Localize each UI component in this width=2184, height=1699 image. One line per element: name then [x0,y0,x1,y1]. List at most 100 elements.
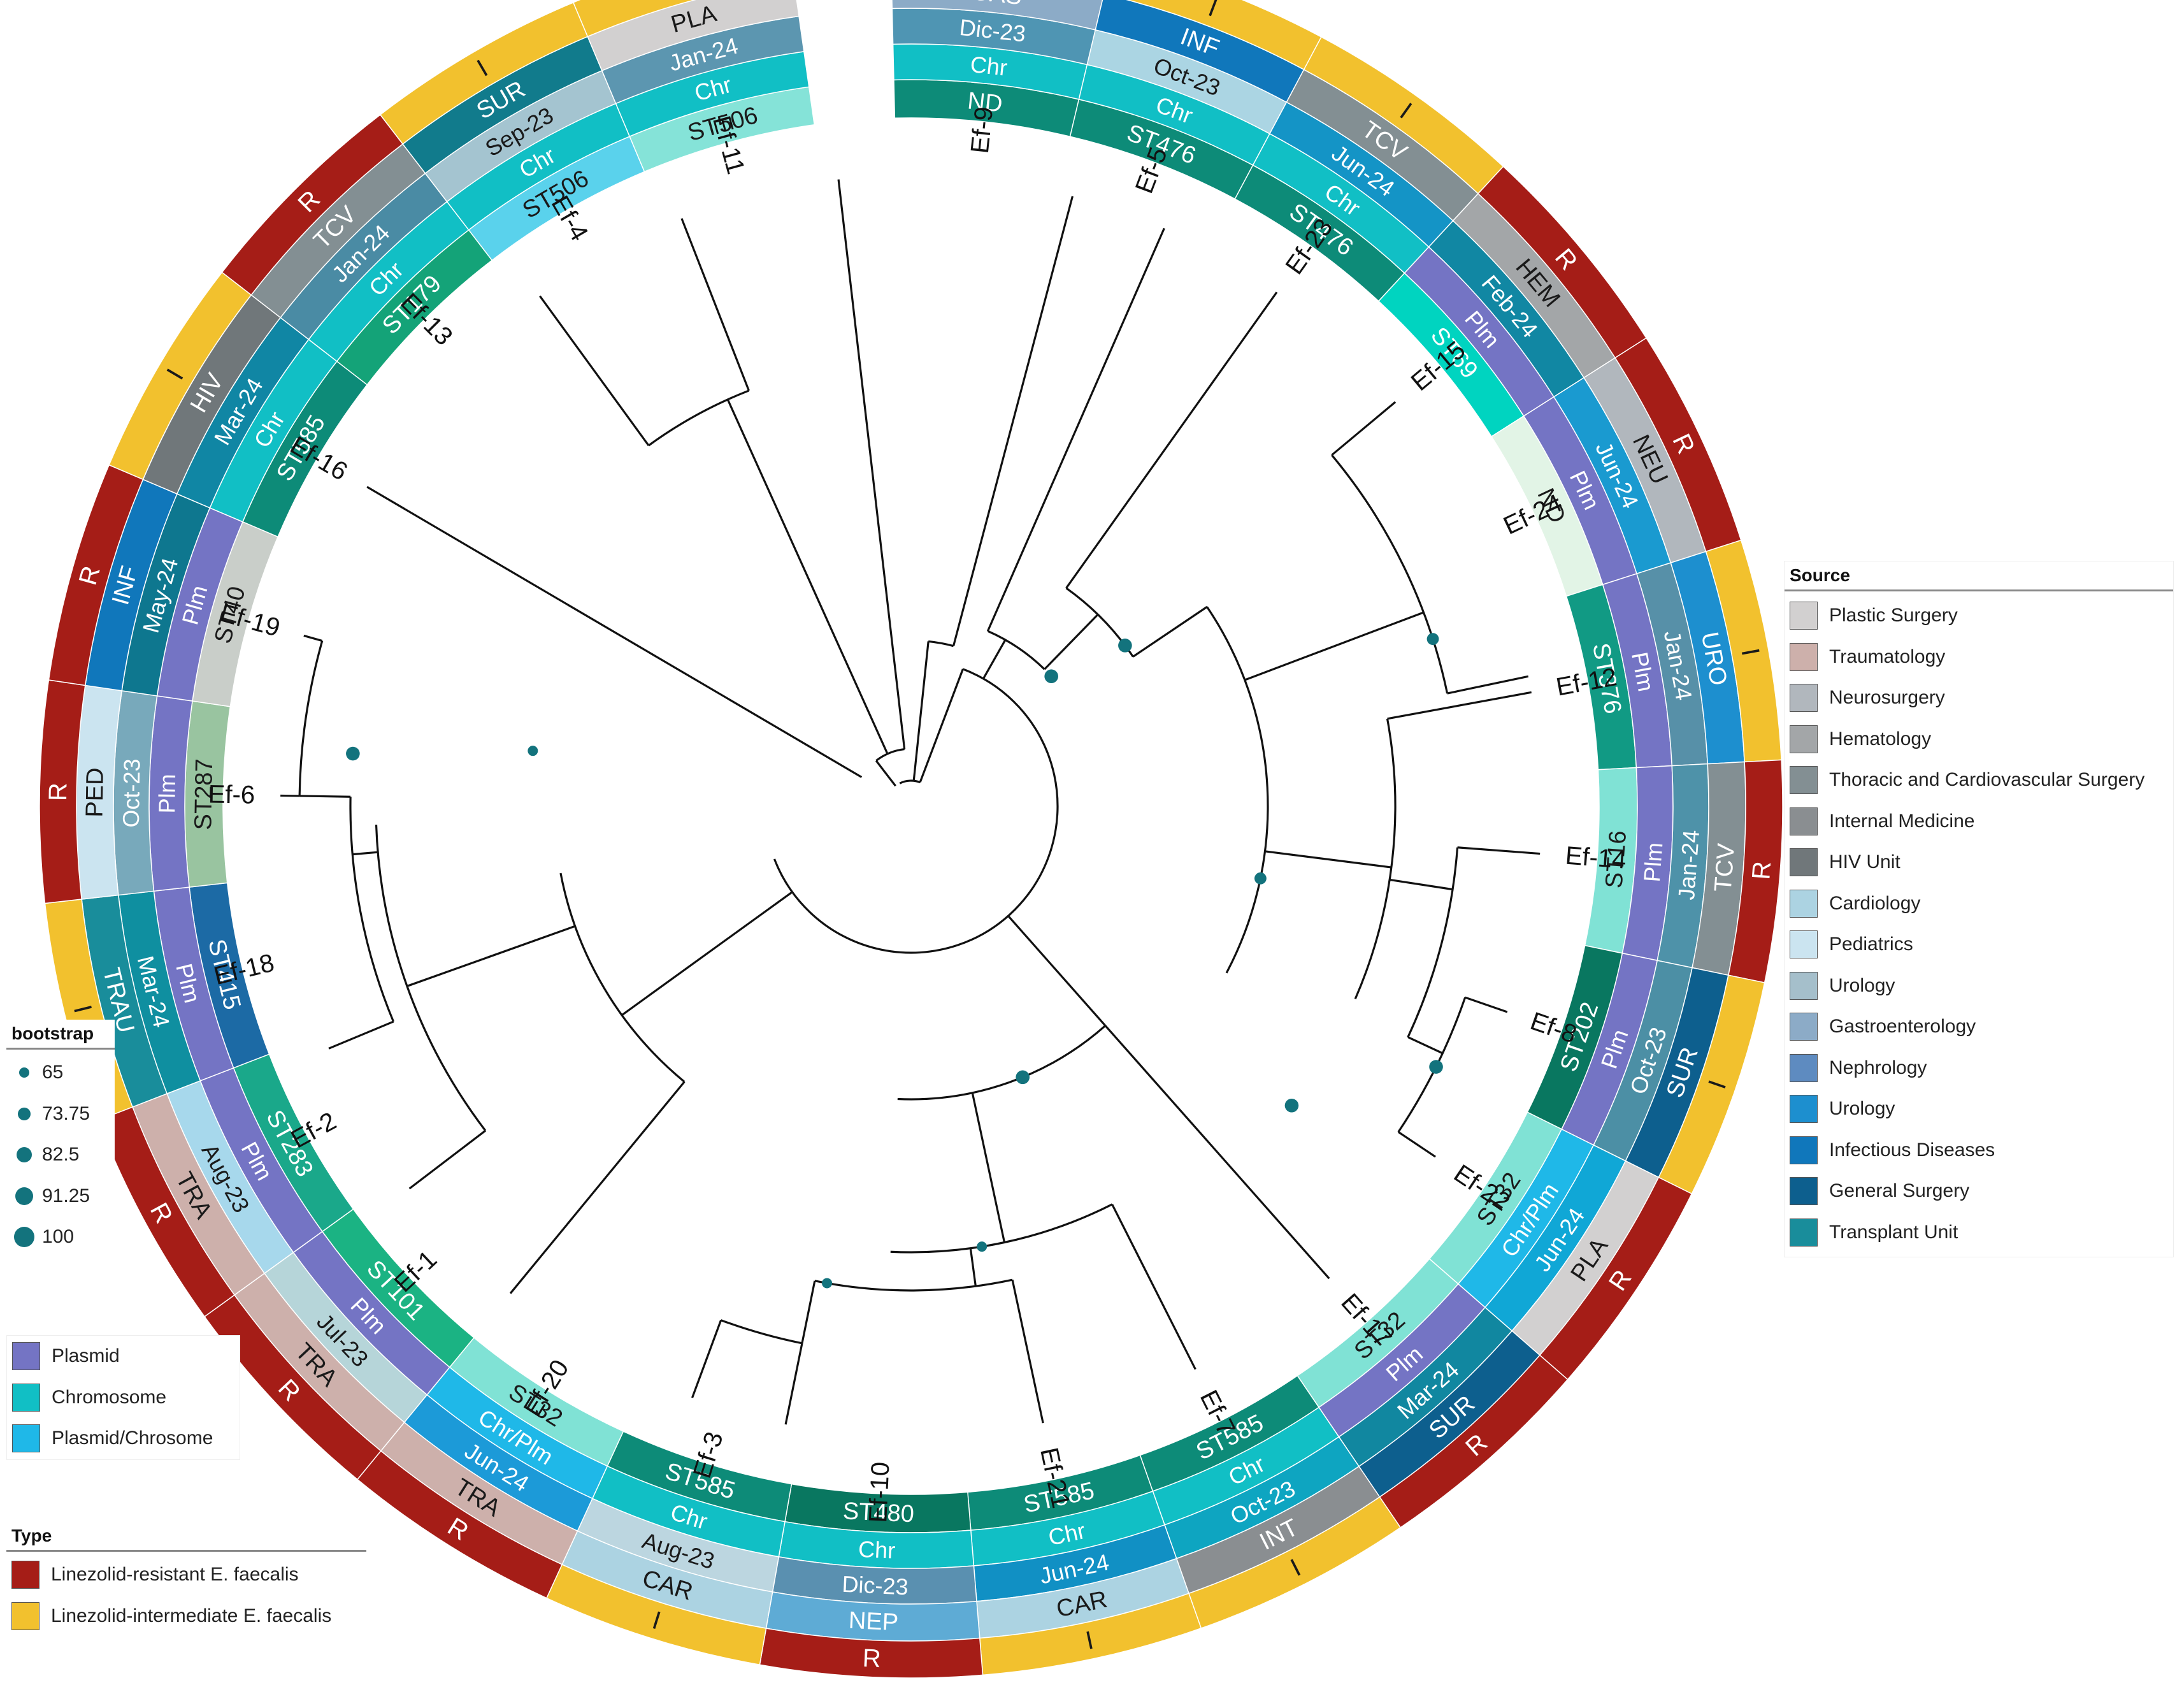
ring-src-label: PED [82,767,109,818]
legend-source-swatch [1790,1177,1818,1206]
branch-radial [986,228,1165,632]
ring-st-label: ST287 [190,758,218,830]
bootstrap-node [1429,1060,1443,1074]
legend-source-items: Plastic Surgery Traumatology Neurosurgery H… [1785,591,2173,1253]
legend-type-swatch [11,1601,40,1630]
branch-radial [328,1020,394,1050]
legend-source-label: Urology [1829,1098,1895,1120]
branch-radial [1132,605,1208,658]
branch-radial [982,639,1007,679]
root-arc [899,779,921,784]
legend-type-swatch [11,1561,40,1589]
bootstrap-node [1426,633,1439,646]
legend-source-item: Hematology [1785,719,2173,760]
legend-source-label: Traumatology [1829,646,1946,667]
bootstrap-node [1016,1070,1030,1085]
clade-b-arc [773,668,1059,954]
legend-bootstrap-label: 82.5 [42,1144,80,1166]
branch-radial [1407,1036,1443,1055]
legend-source-label: HIV Unit [1829,851,1900,873]
legend-location-items: Plasmid Chromosome Plasmid/Chrosome [7,1336,240,1459]
legend-location-item: Plasmid/Chrosome [7,1418,240,1459]
ring-type-label: R [1747,860,1776,881]
legend-source-swatch [1790,1218,1818,1247]
ring-chr-label: Chr [969,51,1009,81]
branch-radial [969,1248,977,1287]
legend-source-item: Urology [1785,965,2173,1007]
branch-radial [352,851,378,856]
ring-date-label: Jan-24 [1673,829,1704,901]
legend-source-item: General Surgery [1785,1171,2173,1212]
branch-radial [1331,401,1397,456]
branch-radial [1244,611,1425,681]
branch-arc [814,1278,1013,1292]
legend-type-label: Linezolid-intermediate E. faecalis [51,1605,332,1626]
legend-type-label: Linezolid-resistant E. faecalis [51,1564,299,1586]
legend-type-item: Linezolid-resistant E. faecalis [6,1554,366,1596]
ring-chr-label: Plm [154,774,180,814]
branch-radial [919,669,964,783]
branch-radial [406,925,576,987]
legend-source-title: Source [1785,561,2173,591]
ring-st-label: ST480 [842,1498,915,1528]
legend-source-item: Cardiology [1785,883,2173,925]
branch-arc [1206,606,1269,974]
ring-src-label: TCV [1710,842,1741,893]
legend-bootstrap-item: 100 [6,1217,115,1258]
legend-source-item: Neurosurgery [1785,677,2173,719]
branch-radial [691,1320,722,1399]
bootstrap-node [346,746,360,761]
legend-source-item: Urology [1785,1088,2173,1130]
legend-bootstrap-label: 65 [42,1062,64,1083]
legend-location-label: Plasmid/Chrosome [52,1428,213,1449]
branch-radial [912,641,930,781]
branch-radial [303,634,323,642]
bootstrap-nodes [346,633,1443,1289]
legend-location-label: Plasmid [52,1345,120,1367]
ring-type-Ef-11 [572,0,696,38]
tip-label: Ef-6 [208,781,255,809]
ring-st-label: ND [966,87,1004,118]
ring-type-label: R [44,783,72,802]
ring-chr-label: Chr [858,1536,896,1564]
legend-source-swatch [1790,807,1818,835]
legend-source-swatch [1790,1095,1818,1124]
branch-arc [1407,847,1459,1038]
legend-bootstrap-dot [15,1187,33,1205]
legend-source-swatch [1790,602,1818,630]
branch-radial [1389,878,1453,891]
branch-arc [1354,718,1397,1000]
branch-radial [299,795,351,798]
branch-radial [971,1092,1006,1243]
legend-source-label: General Surgery [1829,1180,1970,1202]
legend-bootstrap-label: 73.75 [42,1103,90,1124]
branch-arc [298,640,324,796]
legend-source-label: Hematology [1829,728,1932,749]
branch-radial [509,1081,686,1294]
legend-source-swatch [1790,642,1818,671]
legend-source-swatch [1790,930,1818,959]
tip-label: Ef-9 [966,105,998,155]
legend-source-item: Internal Medicine [1785,801,2173,842]
ring-src-label: NEP [848,1607,899,1637]
legend-location-swatch [12,1424,40,1453]
legend-bootstrap-items: 65 73.75 82.5 91.25 100 [6,1050,115,1258]
branch-arc [721,1319,803,1345]
branch-radial [801,1280,816,1344]
bootstrap-node [977,1241,988,1252]
legend-bootstrap-label: 100 [42,1226,75,1248]
legend-location-swatch [12,1342,40,1371]
legend-source-swatch [1790,889,1818,918]
branch-radial [1065,291,1278,589]
legend-source-swatch [1790,971,1818,1000]
branch-arc [349,797,395,1022]
branch-radial [1465,996,1508,1013]
bootstrap-node [528,746,538,756]
legend-bootstrap-item: 73.75 [6,1094,115,1135]
branch-radial [784,1343,803,1425]
branch-arc [1331,454,1449,694]
legend-location: Plasmid Chromosome Plasmid/Chrosome [6,1335,240,1460]
tip-label: Ef-10 [864,1461,894,1524]
branch-arc [890,1203,1113,1254]
